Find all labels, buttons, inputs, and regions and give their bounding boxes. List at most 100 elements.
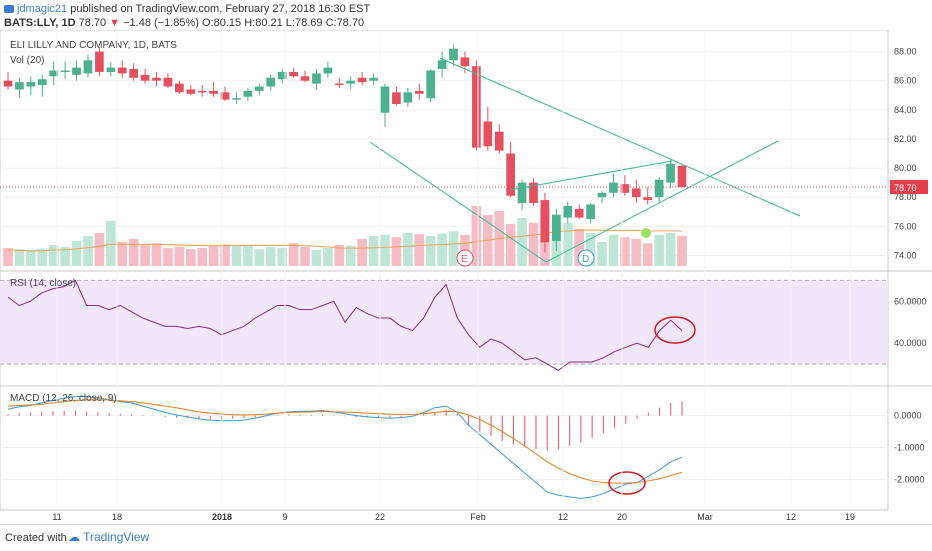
volume-bar — [528, 222, 539, 266]
candle-body — [152, 77, 161, 81]
date-tick-label: 12 — [558, 512, 568, 522]
candle-body — [392, 92, 401, 104]
candle-body — [175, 83, 184, 93]
dividend-marker-label: D — [582, 254, 589, 265]
volume-bar — [174, 246, 185, 266]
volume-bar — [665, 233, 676, 266]
volume-bar — [380, 234, 390, 266]
candle-body — [369, 77, 378, 81]
volume-bar — [323, 248, 333, 266]
volume-bar — [128, 239, 139, 266]
volume-bar — [597, 242, 607, 266]
price-tick-label: 78.00 — [894, 192, 917, 202]
volume-bar — [505, 224, 516, 266]
candle-body — [597, 192, 607, 198]
rsi-line — [7, 279, 683, 371]
rsi-label: RSI (14, close) — [10, 278, 76, 289]
volume-bar — [163, 248, 173, 266]
candle-body — [117, 67, 127, 74]
candle-body — [209, 90, 218, 94]
candle-body — [574, 208, 584, 218]
macd-tick-label: -2.0000 — [894, 474, 925, 484]
published-text: published on TradingView.com, February 2… — [70, 3, 371, 15]
volume-bar — [517, 218, 527, 266]
candle-body — [654, 179, 664, 198]
ticker-label: BATS:LLY, 1D — [4, 17, 76, 29]
volume-bar — [642, 243, 653, 266]
candle-body — [403, 92, 413, 103]
volume-bar — [254, 249, 265, 266]
candle-body — [129, 69, 139, 78]
macd-label: MACD (12, 26, close, 9) — [10, 393, 117, 404]
volume-bar — [14, 249, 25, 266]
last-price: 78.70 — [78, 17, 107, 29]
chart-area[interactable]: 88.00 86.00 84.00 82.00 80.00 78.00 76.00 74.00… — [0, 30, 932, 524]
price-tick-label: 84.00 — [894, 105, 917, 115]
date-tick-label: 11 — [52, 512, 61, 522]
volume-bar — [585, 233, 596, 266]
candle-body — [312, 73, 321, 84]
candle-body — [517, 182, 527, 204]
price-tick-label: 86.00 — [894, 76, 917, 86]
candle-body — [357, 77, 367, 83]
macd-highlight-circle — [608, 471, 646, 495]
date-tick-label: 22 — [375, 512, 385, 522]
candle-body — [449, 48, 458, 61]
candle-body — [483, 121, 493, 147]
volume-bar — [300, 246, 310, 266]
date-tick-label: 12 — [786, 512, 796, 522]
candle-body — [551, 214, 561, 241]
volume-bar — [231, 246, 242, 266]
candle-body — [666, 163, 675, 183]
candle-body — [380, 86, 390, 113]
candle-body — [494, 131, 504, 151]
volume-bar — [220, 244, 230, 266]
candle-body — [49, 70, 59, 77]
candle-body — [643, 197, 653, 201]
candle-body — [197, 90, 207, 93]
candle-body — [586, 204, 595, 220]
volume-bar — [562, 222, 573, 266]
candle-body — [3, 80, 13, 87]
volume-bar — [48, 245, 59, 266]
candle-body — [60, 70, 70, 72]
author-link[interactable]: jdmagic21 — [17, 3, 68, 15]
candle-body — [232, 98, 241, 100]
volume-bar — [37, 248, 48, 266]
date-tick-label: 18 — [112, 512, 122, 522]
volume-bar — [106, 221, 116, 266]
brand-label: TradingView — [83, 530, 150, 544]
volume-bar — [265, 246, 276, 266]
volume-bar — [574, 228, 584, 266]
candle-body — [26, 82, 36, 87]
rsi-highlight-circle — [654, 316, 696, 344]
candle-body — [529, 182, 538, 204]
volume-bar — [60, 246, 70, 266]
tradingview-brand[interactable]: ☁ TradingView — [68, 530, 149, 544]
candle-body — [620, 184, 630, 193]
signal-dot — [641, 228, 651, 238]
price-tick-label: 74.00 — [894, 250, 917, 260]
volume-bar — [368, 236, 379, 266]
volume-label: Vol (20) — [10, 55, 44, 66]
candle-body — [563, 205, 573, 218]
candle-body — [289, 71, 298, 77]
date-tick-label: 9 — [282, 512, 287, 522]
date-tick-label: 2018 — [212, 512, 232, 522]
candle-body — [506, 153, 515, 196]
volume-bar — [357, 239, 367, 266]
volume-bar — [391, 237, 402, 266]
rsi-tick-label: 60.0000 — [894, 296, 927, 306]
volume-bar — [243, 245, 253, 266]
candle-body — [95, 51, 104, 72]
price-tick-label: 80.00 — [894, 163, 917, 173]
price-tick-label: 88.00 — [894, 47, 917, 57]
volume-bar — [414, 234, 425, 266]
rsi-tick-label: 40.0000 — [894, 338, 927, 348]
candle-body — [243, 90, 253, 97]
earnings-marker-label: E — [461, 254, 468, 265]
price-change: −1.48 (−1.85%) — [123, 17, 199, 29]
price-tick-label: 76.00 — [894, 221, 917, 231]
date-tick-label: Feb — [470, 512, 486, 522]
volume-bar — [71, 240, 82, 266]
